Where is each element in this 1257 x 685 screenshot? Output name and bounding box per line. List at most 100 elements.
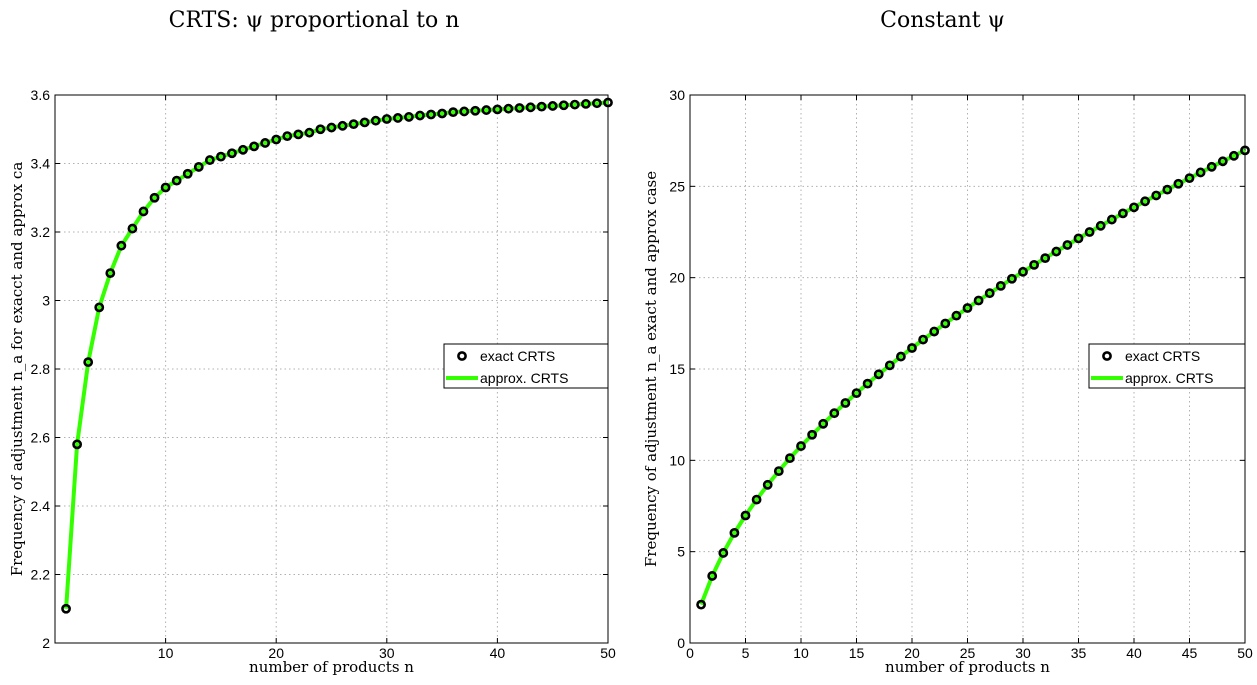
data-point [995,280,1006,291]
y-tick-label: 2 [42,635,50,651]
x-tick-label: 20 [268,645,284,661]
data-point [1018,266,1028,277]
data-point [381,114,392,124]
y-tick-label: 3.2 [31,224,51,240]
data-point [415,110,425,121]
data-point [1206,161,1217,172]
y-tick-label: 3.6 [31,87,51,103]
data-point [525,102,536,113]
chart-panel-left: CRTS: ψ proportional to n 10 20 30 40 50 2 2.2… [0,0,628,685]
data-point [249,141,259,152]
legend-marker-icon [1102,351,1112,361]
y-tick-label: 30 [669,87,685,103]
data-point [718,548,729,558]
data-point [182,168,193,179]
data-point [1006,273,1017,284]
data-point [160,182,171,193]
data-point [1195,167,1206,178]
data-point [1095,220,1106,231]
data-point [127,223,138,234]
data-point [884,360,895,371]
data-point [895,351,906,362]
data-point [105,268,116,278]
data-point [603,97,613,108]
data-point [448,107,459,118]
data-point [740,510,751,521]
x-tick-label: 10 [793,645,809,661]
y-tick-label: 0 [677,635,685,651]
data-point [293,129,304,140]
x-tick-label: 35 [1071,645,1087,661]
data-point [840,398,851,408]
series-markers-exact [696,145,1250,610]
data-point [481,105,492,115]
data-point [260,138,271,148]
data-point [282,131,293,141]
data-point [580,99,591,109]
data-point [1062,240,1073,250]
data-point [1073,233,1084,244]
data-point [851,388,862,399]
x-tick-label: 45 [1182,645,1198,661]
series-markers-exact [61,97,613,614]
y-tick-label: 15 [669,361,685,377]
data-point [918,334,928,345]
chart-title: Constant ψ [880,8,1005,33]
legend-label: approx. CRTS [1125,370,1213,386]
data-point [426,109,436,120]
data-point [304,127,315,138]
data-point [1229,150,1239,161]
y-tick-label: 5 [677,544,685,560]
data-point [1084,227,1095,237]
legend-box [1088,343,1246,389]
chart-panel-right: Constant ψ 0 5 10 15 20 25 30 35 40 45 50 0 5 10 15 20 2… [628,0,1257,685]
data-point [404,112,414,122]
data-point [1129,202,1139,213]
data-point [751,494,762,505]
data-point [1029,259,1039,270]
data-point [392,113,403,123]
x-tick-label: 40 [490,645,506,661]
data-point [784,453,795,464]
legend-label: exact CRTS [1125,348,1200,364]
data-point [984,288,995,299]
x-tick-label: 30 [379,645,395,661]
data-point [1184,173,1195,184]
data-point [171,175,182,186]
data-point [1117,208,1128,219]
y-tick-label: 25 [669,178,685,194]
data-point [569,99,580,110]
data-point [547,101,558,111]
data-point [116,240,127,251]
data-point [193,162,204,172]
x-tick-label: 40 [1126,645,1142,661]
data-point [592,98,602,109]
y-tick-label: 2.8 [31,361,51,377]
data-point [370,115,381,126]
data-point [1240,145,1250,156]
y-tick-label: 10 [669,452,685,468]
data-point [61,603,71,614]
x-tick-label: 10 [158,645,174,661]
data-point [907,343,917,353]
y-tick-label: 3 [42,293,50,309]
data-point [940,318,951,329]
data-point [492,104,503,115]
data-point [503,103,514,114]
data-point [873,369,884,380]
data-point [348,119,359,130]
data-point [1040,253,1051,264]
data-point [973,295,984,306]
legend-label: exact CRTS [480,348,555,364]
legend: exact CRTS approx. CRTS [1088,343,1246,389]
x-tick-label: 50 [600,645,616,661]
data-point [271,134,282,145]
y-tick-label: 2.4 [31,498,51,514]
x-tick-label: 20 [904,645,920,661]
data-point [951,310,962,321]
x-tick-label: 25 [960,645,976,661]
data-point [707,571,718,581]
x-tick-label: 0 [686,645,694,661]
data-point [1051,246,1062,257]
